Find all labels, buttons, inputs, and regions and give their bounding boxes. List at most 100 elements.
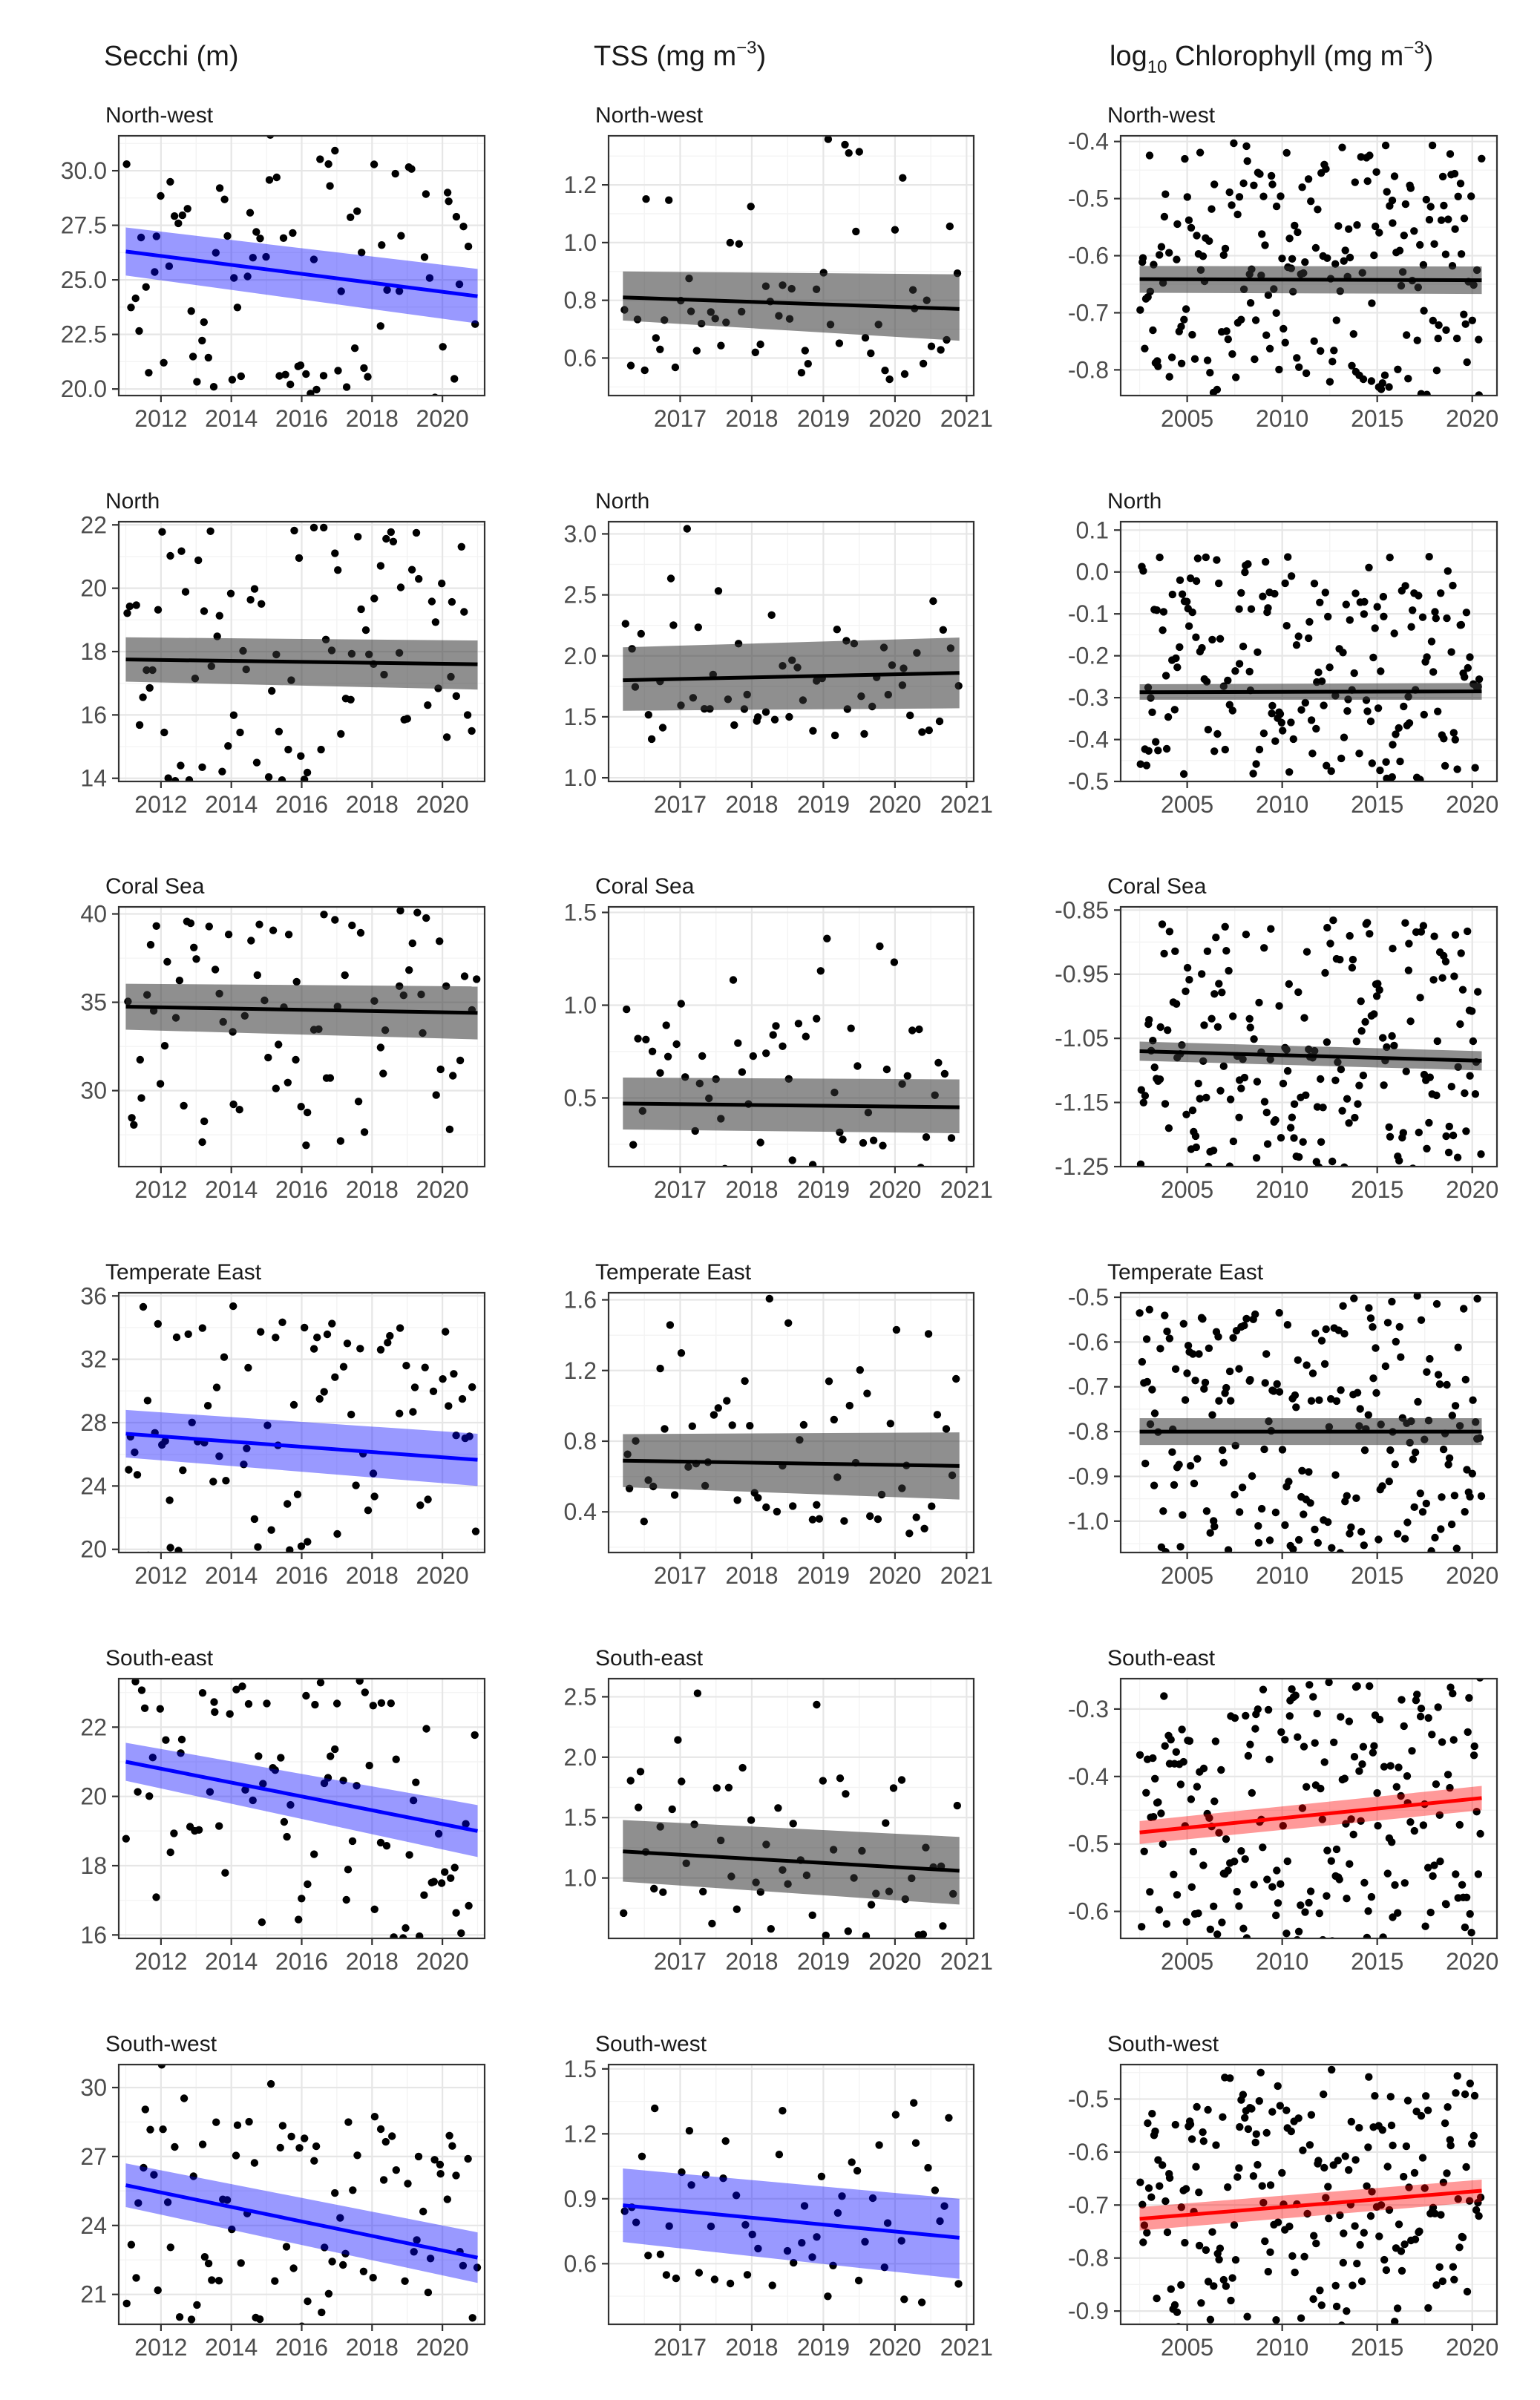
data-point: [1409, 606, 1417, 614]
data-point: [1463, 2287, 1472, 2296]
data-point: [644, 711, 652, 719]
data-point: [789, 1502, 797, 1510]
data-point: [1373, 603, 1381, 611]
y-tick-label: 1.6: [564, 1287, 597, 1314]
data-point: [799, 1420, 808, 1429]
data-point: [1418, 817, 1425, 824]
data-point: [1326, 378, 1334, 386]
data-point: [1162, 744, 1171, 753]
data-point: [1418, 613, 1427, 621]
y-axis-north-west-tss: 0.60.81.01.2: [564, 171, 609, 371]
data-point: [1141, 1092, 1150, 1100]
data-point: [175, 2313, 184, 2321]
data-point: [443, 2195, 451, 2203]
data-point: [1352, 1494, 1360, 1503]
y-tick-label: -0.5: [1068, 2085, 1109, 2112]
data-point: [1222, 1383, 1231, 1392]
data-point: [396, 1324, 404, 1332]
data-point: [1359, 375, 1368, 384]
data-point: [1322, 165, 1330, 173]
data-point: [1233, 2173, 1242, 2181]
data-point: [1262, 331, 1271, 339]
y-tick-label: -0.5: [1068, 186, 1109, 212]
data-point: [1212, 934, 1220, 942]
data-point: [1183, 193, 1192, 201]
data-point: [1337, 2321, 1346, 2324]
data-point: [1366, 1682, 1374, 1691]
data-point: [859, 1138, 868, 1147]
data-point: [1400, 2172, 1408, 2181]
data-point: [1330, 347, 1338, 355]
trend-line-temperate-east-secchi: [125, 1432, 478, 1462]
panel-title-south-east-secchi: South-east: [105, 1646, 214, 1671]
data-point: [1251, 355, 1259, 364]
data-point: [1420, 306, 1428, 315]
data-point: [1212, 2141, 1220, 2149]
data-point: [1394, 1909, 1402, 1917]
data-point: [1190, 355, 1199, 363]
data-point: [1419, 922, 1428, 930]
data-point: [1406, 1666, 1413, 1673]
data-point: [1195, 2241, 1204, 2250]
data-point: [1449, 729, 1458, 737]
data-point: [1367, 1892, 1376, 1901]
data-point: [1183, 1369, 1191, 1377]
data-point: [1157, 243, 1166, 251]
data-point: [1195, 2188, 1203, 2197]
data-point: [1446, 2136, 1455, 2144]
x-tick-label: 2020: [868, 1562, 921, 1589]
data-point: [1205, 1814, 1213, 1822]
data-point: [953, 1801, 962, 1810]
data-point: [200, 1117, 209, 1126]
data-point: [1430, 240, 1438, 248]
data-point: [1320, 701, 1328, 709]
data-point: [382, 1842, 391, 1850]
data-point: [125, 1466, 133, 1474]
data-point: [939, 626, 948, 634]
data-point: [1205, 1162, 1213, 1167]
panel-border-north-west-chlorophyll: [1119, 134, 1498, 397]
data-point: [838, 2192, 846, 2200]
data-point: [1168, 1448, 1176, 1456]
data-point: [1288, 1113, 1297, 1121]
data-point: [1259, 729, 1268, 738]
data-point: [218, 767, 226, 776]
data-point: [1404, 966, 1413, 974]
data-point: [387, 528, 395, 537]
data-point: [1268, 180, 1277, 188]
data-point: [1388, 1032, 1396, 1040]
data-point: [1308, 398, 1316, 405]
data-point: [436, 2170, 445, 2178]
data-point: [1232, 373, 1240, 381]
data-point: [1328, 2065, 1336, 2074]
data-point: [1142, 1788, 1150, 1797]
confidence-band-temperate-east-tss: [623, 1432, 960, 1500]
data-point: [333, 1529, 341, 1538]
data-point: [1426, 203, 1435, 211]
data-point: [1154, 2156, 1162, 2164]
data-point: [911, 2139, 920, 2147]
data-point: [1210, 180, 1219, 188]
data-point: [1468, 1007, 1476, 1015]
data-point: [1317, 1075, 1325, 1083]
data-point: [1350, 1753, 1359, 1761]
data-point: [310, 2157, 318, 2165]
x-tick-label: 2021: [940, 2334, 993, 2361]
data-point: [1392, 730, 1400, 738]
data-point: [1300, 1014, 1308, 1022]
y-axis-south-west-chlorophyll: -0.9-0.8-0.7-0.6-0.5: [1068, 2085, 1121, 2324]
data-point: [1383, 1869, 1392, 1878]
data-point: [1210, 1797, 1219, 1806]
data-point: [861, 2237, 869, 2246]
data-point: [1453, 1153, 1462, 1161]
data-point: [687, 2181, 695, 2189]
column-title-chlorophyll: log10 Chlorophyll (mg m−3): [1110, 38, 1433, 77]
data-point: [1153, 606, 1161, 614]
data-point: [1377, 667, 1385, 675]
data-point: [382, 534, 390, 543]
data-point: [1377, 2201, 1386, 2209]
data-point: [1416, 1712, 1425, 1721]
y-tick-label: 1.5: [564, 899, 597, 926]
data-point: [370, 2113, 379, 2121]
points-north-west-tss: [620, 136, 962, 384]
